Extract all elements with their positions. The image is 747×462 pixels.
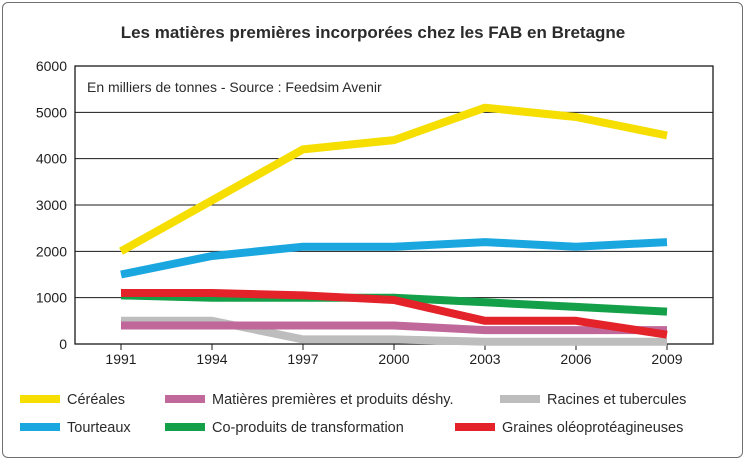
chart-title: Les matières premières incorporées chez … [121,23,626,42]
y-tick-label: 0 [59,336,67,352]
chart-subtitle: En milliers de tonnes - Source : Feedsim… [87,79,382,95]
x-tick-label: 2009 [651,351,682,367]
legend-label-2: Matières premières et produits déshy. [212,392,454,408]
x-axis: 1991 1994 1997 2000 2003 2006 2009 [105,344,683,367]
series-line-2 [121,321,667,335]
legend: Céréales Matières premières et produits d… [20,392,686,436]
x-tick-label: 2003 [469,351,500,367]
x-tick-label: 1994 [196,351,227,367]
x-tick-label: 1997 [287,351,318,367]
legend-label-0: Céréales [67,392,125,408]
series-lines [119,103,668,346]
x-tick-label: 2006 [560,351,591,367]
x-tick-label: 1991 [105,351,136,367]
y-tick-label: 4000 [36,151,67,167]
y-tick-label: 3000 [36,197,67,213]
series-line-0 [119,103,668,255]
legend-label-3: Co-produits de transformation [212,420,404,436]
y-tick-label: 1000 [36,290,67,306]
chart-frame [2,2,743,458]
legend-label-4: Racines et tubercules [547,392,686,408]
y-tick-label: 5000 [36,104,67,120]
y-axis: 0 1000 2000 3000 4000 5000 6000 [36,58,67,352]
x-tick-label: 2000 [378,351,409,367]
series-line-1 [120,238,668,279]
legend-label-5: Graines oléoprotéagineuses [502,420,683,436]
y-tick-label: 2000 [36,243,67,259]
y-tick-label: 6000 [36,58,67,74]
series-line-4 [121,316,667,346]
series-line-5 [121,289,668,339]
legend-label-1: Tourteaux [67,420,131,436]
